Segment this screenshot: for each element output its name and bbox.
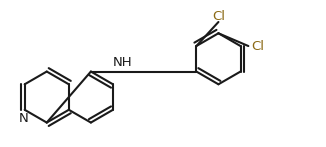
Text: Cl: Cl — [252, 40, 265, 52]
Text: N: N — [19, 112, 29, 125]
Text: Cl: Cl — [212, 10, 225, 23]
Text: NH: NH — [112, 56, 132, 69]
